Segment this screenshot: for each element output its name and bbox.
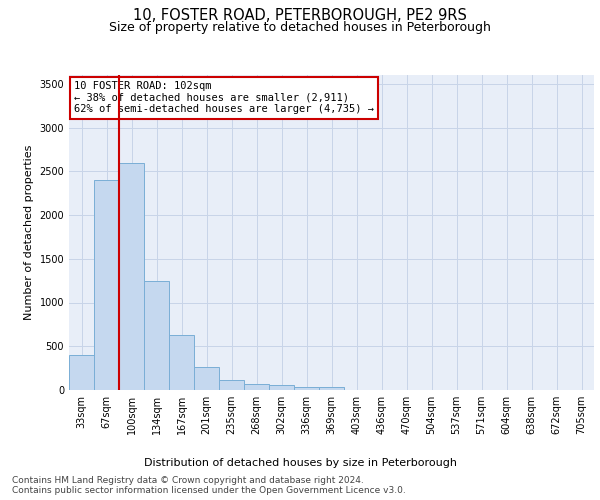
Bar — [294, 386, 319, 390]
Bar — [119, 162, 144, 390]
Text: Distribution of detached houses by size in Peterborough: Distribution of detached houses by size … — [143, 458, 457, 468]
Text: Size of property relative to detached houses in Peterborough: Size of property relative to detached ho… — [109, 21, 491, 34]
Text: 10, FOSTER ROAD, PETERBOROUGH, PE2 9RS: 10, FOSTER ROAD, PETERBOROUGH, PE2 9RS — [133, 8, 467, 22]
Y-axis label: Number of detached properties: Number of detached properties — [24, 145, 34, 320]
Text: Contains HM Land Registry data © Crown copyright and database right 2024.: Contains HM Land Registry data © Crown c… — [12, 476, 364, 485]
Text: 10 FOSTER ROAD: 102sqm
← 38% of detached houses are smaller (2,911)
62% of semi-: 10 FOSTER ROAD: 102sqm ← 38% of detached… — [74, 82, 374, 114]
Bar — [319, 388, 344, 390]
Bar — [219, 380, 244, 390]
Bar — [94, 180, 119, 390]
Bar — [194, 367, 219, 390]
Bar — [169, 335, 194, 390]
Bar — [144, 280, 169, 390]
Bar — [269, 385, 294, 390]
Bar — [69, 355, 94, 390]
Text: Contains public sector information licensed under the Open Government Licence v3: Contains public sector information licen… — [12, 486, 406, 495]
Bar — [244, 384, 269, 390]
